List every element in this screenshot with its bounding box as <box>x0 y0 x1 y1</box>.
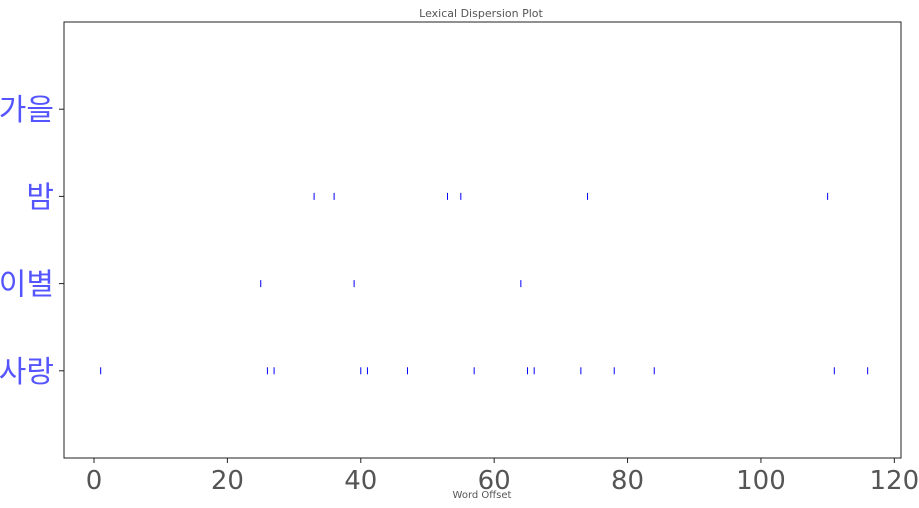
x-tick-label: 100 <box>736 466 786 496</box>
x-tick-label: 40 <box>344 466 377 496</box>
marks-layer <box>100 192 869 375</box>
y-tick-label: 사랑 <box>0 355 54 390</box>
x-tick-label: 120 <box>870 466 919 496</box>
chart-title: Lexical Dispersion Plot <box>419 7 543 20</box>
x-tick-label: 20 <box>211 466 244 496</box>
y-axis: 사랑 이별 밤 가을 <box>0 93 64 390</box>
x-tick-label: 0 <box>86 466 103 496</box>
x-axis: 0 20 40 60 80 100 120 <box>86 458 919 496</box>
y-tick-label: 밤 <box>26 180 54 215</box>
y-tick-label: 가을 <box>0 93 54 128</box>
y-tick-label: 이별 <box>0 268 54 303</box>
x-axis-label: Word Offset <box>453 490 512 501</box>
plot-area <box>63 21 902 459</box>
x-tick-label: 80 <box>611 466 644 496</box>
x-tick-label: 60 <box>478 466 511 496</box>
